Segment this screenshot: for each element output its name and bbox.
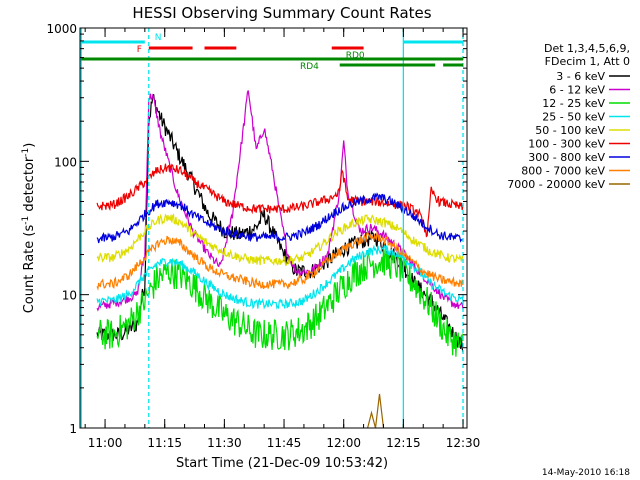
x-tick-label: 12:00 [326, 436, 361, 450]
flag-label-f: F [137, 45, 142, 55]
y-axis-label: Count Rate (s-1 detector-1) [21, 143, 37, 314]
y-axis-label-sup-2: -1 [21, 148, 31, 157]
plot-frame [79, 27, 468, 429]
y-axis-label-part-2: detector [22, 156, 37, 216]
legend-label: 25 - 50 keV [542, 111, 605, 124]
x-tick-label: 12:15 [386, 436, 421, 450]
y-tick-label: 100 [54, 155, 77, 169]
y-tick-label: 1000 [46, 22, 77, 36]
legend-label: 12 - 25 keV [542, 97, 605, 110]
flag-label-n: N [155, 33, 162, 43]
series-line-300-800-kev [96, 192, 463, 244]
series-line-50-100-kev [96, 213, 464, 267]
flag-label-rd0: RD0 [346, 51, 365, 61]
series-line-7000-20000-kev [367, 393, 385, 429]
legend-label: 50 - 100 keV [535, 124, 605, 137]
x-tick-label: 11:45 [267, 436, 302, 450]
y-tick-label: 10 [62, 289, 77, 303]
legend-label: 800 - 7000 keV [521, 165, 605, 178]
y-tick-label: 1 [69, 422, 77, 436]
footer-date: 14-May-2010 16:18 [542, 468, 630, 478]
legend-label: 100 - 300 keV [528, 138, 605, 151]
x-axis-label: Start Time (21-Dec-09 10:53:42) [176, 456, 388, 471]
x-tick-label: 11:00 [88, 436, 123, 450]
legend-label: 300 - 800 keV [528, 151, 605, 164]
flag-label-rd4: RD4 [300, 62, 319, 72]
legend-label: 3 - 6 keV [556, 70, 605, 83]
legend-label: 6 - 12 keV [549, 84, 605, 97]
y-axis-label-part-3: ) [22, 143, 37, 148]
legend-header-1: Det 1,3,4,5,6,9, [544, 42, 630, 55]
series-line-100-300-kev [96, 163, 464, 238]
x-tick-label: 12:30 [446, 436, 481, 450]
series-line-12-25-kev [96, 246, 464, 357]
x-tick-label: 11:15 [147, 436, 182, 450]
series-line-3-6-kev [96, 94, 464, 353]
x-tick-label: 11:30 [207, 436, 242, 450]
chart-title: HESSI Observing Summary Count Rates [132, 4, 431, 22]
plot-area: N F RD0 RD4 1 10 100 1000 11:00 11:15 11:30 11:45 12… [46, 22, 480, 450]
legend-header-2: FDecim 1, Att 0 [545, 55, 630, 68]
series-line-800-7000-kev [96, 231, 464, 291]
legend: Det 1,3,4,5,6,9,FDecim 1, Att 0 3 - 6 keV… [507, 42, 630, 191]
y-axis-label-part-1: Count Rate (s [22, 225, 37, 314]
y-axis-label-sup-1: -1 [21, 216, 31, 225]
legend-label: 7000 - 20000 keV [507, 178, 605, 191]
